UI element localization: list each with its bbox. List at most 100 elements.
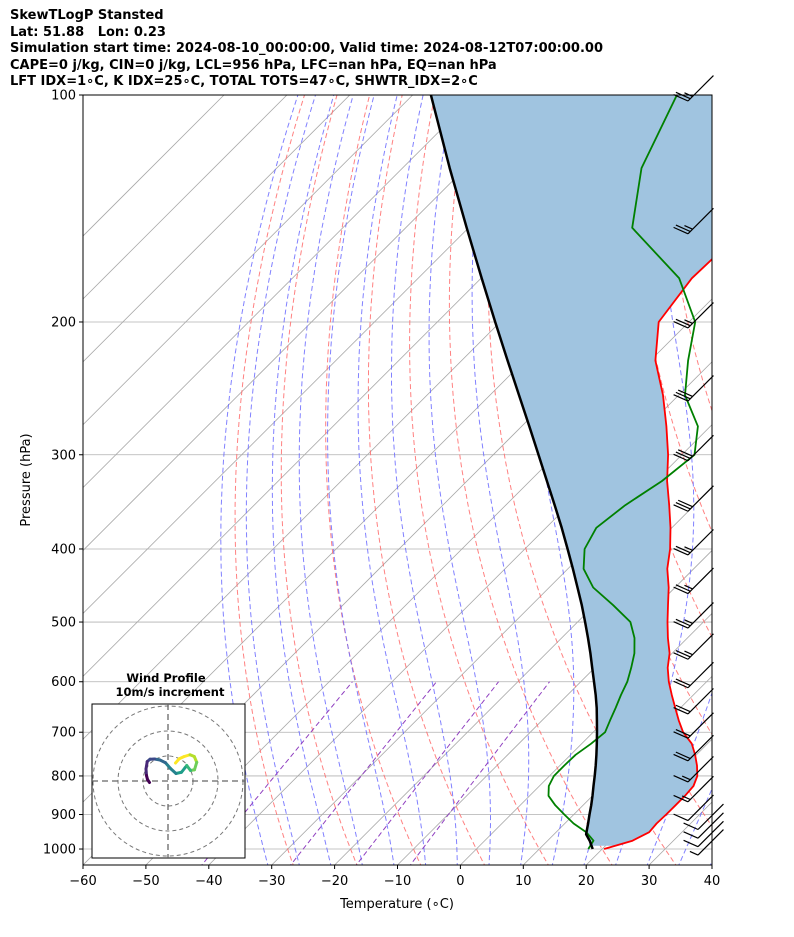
y-axis-title: Pressure (hPa) — [19, 433, 34, 526]
x-tick-label: 30 — [641, 874, 658, 889]
profile-lines — [429, 95, 712, 850]
wind-barb — [683, 812, 724, 839]
dry-adiabat-line — [325, 95, 422, 865]
title-line-station: SkewTLogP Stansted — [10, 8, 164, 23]
dry-adiabat-line — [234, 95, 306, 865]
wind-barb — [673, 75, 714, 102]
wind-barb — [689, 829, 724, 856]
moist-adiabat-line — [298, 95, 363, 865]
y-tick-label: 400 — [51, 542, 76, 557]
moist-adiabat-line — [391, 95, 458, 865]
x-tick-label: 40 — [704, 874, 721, 889]
wind-barb — [683, 820, 724, 848]
x-tick-label: 0 — [456, 874, 464, 889]
moist-adiabat-line — [740, 95, 794, 868]
x-tick-label: −60 — [69, 874, 96, 889]
y-tick-label: 600 — [51, 675, 76, 690]
x-tick-label: 20 — [578, 874, 595, 889]
dry-adiabat-line — [662, 95, 712, 413]
wind-barb — [673, 661, 714, 689]
y-tick-label: 200 — [51, 315, 76, 330]
wind-barb — [673, 756, 714, 783]
x-tick-label: −50 — [132, 874, 159, 889]
dry-adiabat-line — [409, 95, 549, 865]
x-tick-label: −10 — [384, 874, 411, 889]
wind-barb — [673, 794, 714, 822]
y-tick-label: 800 — [51, 769, 76, 784]
title-line-location: Lat: 51.88 Lon: 0.23 — [10, 24, 166, 40]
isotherm-line — [83, 95, 288, 300]
hodograph-inset: Wind Profile 10m/s increment — [91, 671, 246, 859]
x-axis-ticks: −60 −50 −40 −30 −20 −10 0 10 20 30 40 — [69, 865, 720, 889]
cape-fill-area — [430, 95, 712, 846]
cin-cape-shading — [430, 95, 712, 846]
hodograph-segment — [146, 778, 151, 784]
isotherm-line — [145, 298, 712, 865]
wind-barbs — [673, 75, 724, 856]
moist-adiabat-line — [709, 860, 712, 865]
isotherm-line — [397, 549, 712, 865]
wind-barb — [673, 529, 714, 556]
moist-adiabat-line — [678, 787, 712, 865]
title-line-cape: CAPE=0 j/kg, CIN=0 j/kg, LCL=956 hPa, LF… — [10, 57, 497, 73]
inset-subtitle: 10m/s increment — [116, 685, 225, 699]
dewpoint-line — [547, 95, 699, 850]
y-tick-label: 900 — [51, 808, 76, 823]
isotherm-line — [334, 487, 712, 865]
isotherm-line — [83, 95, 539, 552]
mixing-ratio-line — [355, 681, 499, 865]
wind-barb — [673, 485, 714, 512]
title-line-times: Simulation start time: 2024-08-10_00:00:… — [10, 41, 603, 56]
isotherm-line — [83, 95, 351, 363]
wind-barb — [673, 375, 714, 402]
wind-barb — [673, 734, 714, 762]
x-tick-label: 10 — [515, 874, 532, 889]
moist-adiabat-line — [357, 95, 427, 865]
moist-adiabat-line — [471, 95, 530, 865]
dry-adiabat-line — [280, 95, 358, 865]
moist-adiabat-line — [271, 95, 335, 865]
hodograph-plot — [92, 704, 245, 858]
wind-barb — [673, 302, 714, 329]
isotherm-line — [83, 95, 225, 237]
x-tick-label: −20 — [321, 874, 348, 889]
temperature-line — [603, 258, 712, 850]
isotherm-line — [711, 864, 712, 865]
wind-barb — [683, 803, 724, 831]
chart-title: SkewTLogP Stansted Lat: 51.88 Lon: 0.23 … — [10, 8, 603, 91]
wind-barb — [673, 602, 714, 629]
wind-barb — [673, 688, 714, 715]
moist-adiabat-line — [327, 95, 395, 865]
moist-adiabat-line — [220, 95, 299, 865]
x-tick-label: −40 — [195, 874, 222, 889]
wind-barb — [673, 712, 714, 739]
y-tick-label: 700 — [51, 726, 76, 741]
wind-barb — [673, 775, 714, 803]
moist-adiabat-line — [428, 95, 491, 865]
isotherm-line — [83, 95, 476, 489]
wind-barb — [673, 434, 714, 462]
parcel-profile-line — [429, 95, 599, 850]
isotherm-line — [83, 95, 413, 426]
wind-barb — [673, 207, 714, 235]
y-tick-label: 500 — [51, 616, 76, 631]
y-tick-label: 100 — [51, 89, 76, 104]
title-line-indices: LFT IDX=1∘C, K IDX=25∘C, TOTAL TOTS=47∘C… — [10, 74, 478, 89]
y-tick-label: 300 — [51, 448, 76, 463]
mixing-ratio-line — [409, 681, 550, 865]
wind-barb — [673, 633, 714, 660]
x-tick-label: −30 — [258, 874, 285, 889]
inset-title: Wind Profile — [126, 671, 206, 685]
dry-adiabat-line — [759, 78, 794, 868]
x-axis-title: Temperature (∘C) — [339, 897, 454, 912]
moist-adiabat-line — [245, 95, 316, 865]
y-tick-label: 1000 — [43, 843, 76, 858]
wind-barb — [673, 567, 714, 595]
y-axis-ticks: 100 200 300 400 500 600 700 800 900 1000 — [43, 89, 83, 858]
isotherm-line — [460, 612, 712, 865]
dry-adiabat-line — [727, 78, 794, 868]
dry-adiabat-line — [367, 95, 486, 865]
mixing-ratio-line — [289, 681, 437, 865]
dry-adiabat-line — [448, 95, 613, 865]
